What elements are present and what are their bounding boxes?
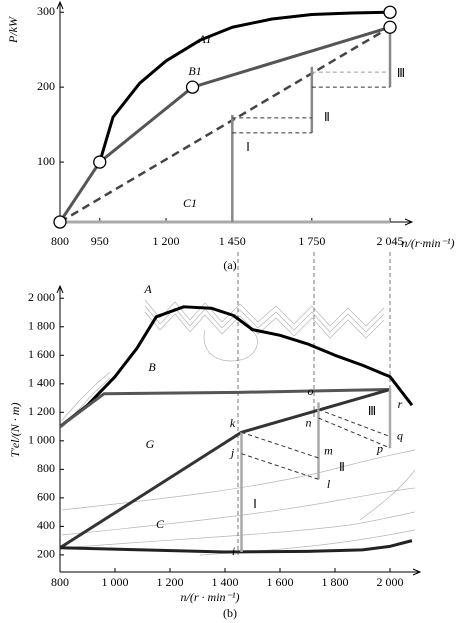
point-label: j — [229, 445, 235, 459]
x-axis-label: n/(r · min⁻¹) — [181, 590, 240, 604]
y-axis-label: T′el/(N · m) — [8, 403, 22, 458]
marker — [383, 20, 397, 34]
series-label: Ⅱ — [339, 460, 345, 474]
series-line — [318, 417, 391, 449]
axis-arrow — [56, 284, 64, 294]
x-tick-label: 2 000 — [377, 575, 404, 589]
x-tick-label: 1 200 — [157, 575, 184, 589]
y-tick-label: 100 — [37, 154, 55, 168]
series-label: G — [146, 437, 155, 451]
series-label: Ⅰ — [253, 497, 257, 511]
series-line — [241, 431, 319, 459]
y-tick-label: 400 — [37, 518, 55, 532]
x-tick-label: 1 400 — [212, 575, 239, 589]
y-tick-label: 1 800 — [28, 319, 55, 333]
axis-arrow — [56, 0, 64, 10]
series-line — [59, 539, 413, 554]
x-tick-label: 800 — [51, 575, 69, 589]
point-label: p — [376, 442, 383, 456]
series-label: A1 — [197, 32, 211, 46]
x-tick-label: 800 — [51, 234, 69, 248]
series-line — [59, 388, 391, 428]
series-label: B — [148, 360, 156, 374]
series-label: Ⅲ — [368, 404, 376, 418]
y-tick-label: 200 — [37, 79, 55, 93]
series-label: Ⅱ — [324, 110, 330, 124]
axis-arrow — [412, 568, 422, 576]
caption: (a) — [223, 258, 236, 272]
x-tick-label: 2 045 — [377, 234, 404, 248]
series-label: Ⅲ — [397, 66, 405, 80]
caption: (b) — [223, 606, 237, 620]
point-label: l — [327, 477, 331, 491]
point-label: i — [232, 544, 235, 558]
point-label: m — [324, 444, 333, 458]
contour-lines — [61, 299, 416, 556]
point-label: q — [397, 428, 403, 442]
y-tick-label: 2 000 — [28, 290, 55, 304]
y-tick-label: 1 400 — [28, 376, 55, 390]
point-label: k — [230, 416, 236, 430]
marker — [185, 80, 200, 94]
point-label: o — [308, 384, 314, 398]
series-line — [318, 408, 391, 438]
y-tick-label: 600 — [37, 490, 55, 504]
series-label: B1 — [188, 64, 201, 78]
series-label: C1 — [183, 196, 197, 210]
axis-arrow — [404, 218, 414, 226]
x-tick-label: 1 000 — [102, 575, 129, 589]
marker — [53, 215, 67, 229]
series-label: Ⅰ — [246, 140, 250, 154]
y-tick-label: 300 — [37, 4, 55, 18]
y-axis-label: P/kW — [6, 16, 20, 44]
x-tick-label: 1 600 — [267, 575, 294, 589]
y-tick-label: 800 — [37, 461, 55, 475]
x-tick-label: 1 450 — [219, 234, 246, 248]
series-line — [98, 10, 391, 163]
series-line — [59, 26, 391, 224]
series-label: C — [156, 517, 165, 531]
series-line — [59, 305, 414, 428]
x-tick-label: 1 750 — [298, 234, 325, 248]
marker — [93, 155, 107, 169]
x-axis-label: n/(r·min⁻¹) — [402, 236, 455, 250]
series-label: A — [143, 282, 152, 296]
y-tick-label: 1 200 — [28, 404, 55, 418]
series-line — [59, 388, 391, 550]
series-line — [58, 25, 391, 223]
y-tick-label: 1 600 — [28, 347, 55, 361]
y-tick-label: 200 — [37, 547, 55, 561]
x-tick-label: 1 800 — [322, 575, 349, 589]
y-tick-label: 1 000 — [28, 433, 55, 447]
marker — [383, 5, 397, 19]
point-label: r — [398, 397, 403, 411]
x-tick-label: 950 — [91, 234, 109, 248]
x-tick-label: 1 200 — [153, 234, 180, 248]
point-label: n — [306, 415, 312, 429]
